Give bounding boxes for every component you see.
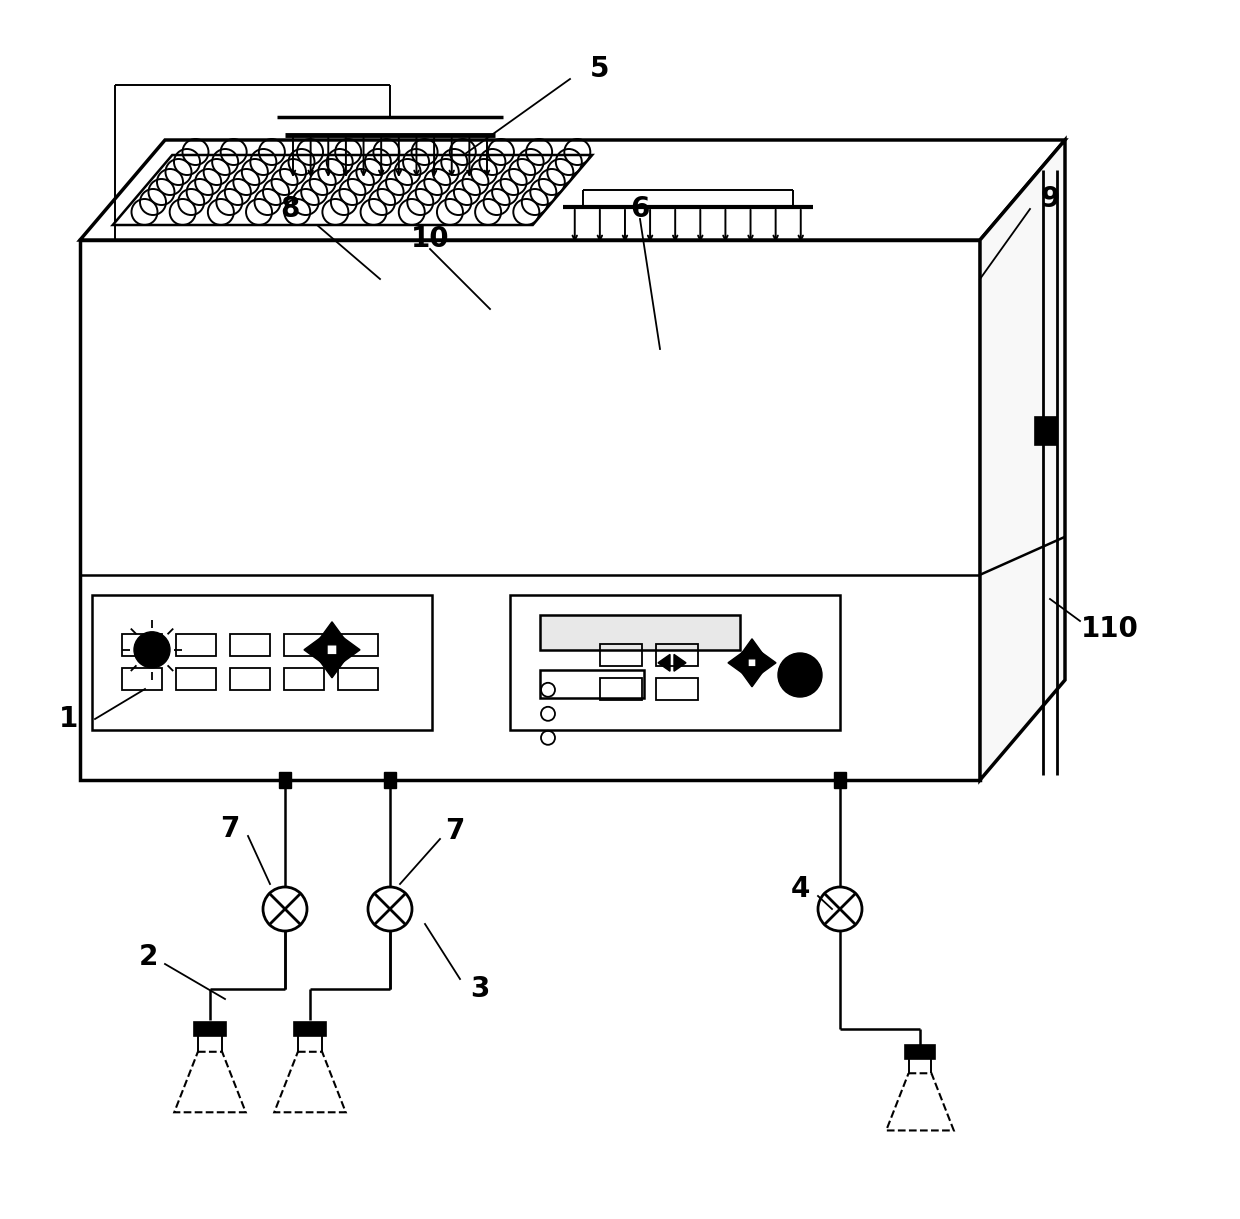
Text: 6: 6 — [630, 195, 650, 223]
Bar — [539, 614, 740, 650]
Bar — [122, 668, 162, 690]
Text: 4: 4 — [790, 875, 810, 903]
Bar — [122, 634, 162, 656]
Bar — [92, 595, 432, 730]
Text: 9: 9 — [1040, 185, 1060, 213]
Polygon shape — [980, 140, 1065, 780]
Circle shape — [134, 631, 170, 668]
Polygon shape — [738, 639, 766, 658]
Text: 10: 10 — [410, 226, 449, 254]
Text: 110: 110 — [1081, 616, 1138, 642]
Bar — [176, 668, 216, 690]
Polygon shape — [337, 633, 360, 667]
Polygon shape — [81, 140, 1065, 240]
Polygon shape — [658, 655, 670, 672]
Bar — [600, 678, 642, 700]
Bar — [600, 644, 642, 666]
Bar — [229, 668, 270, 690]
Bar — [229, 634, 270, 656]
Bar — [1035, 417, 1056, 445]
Bar — [193, 1023, 226, 1036]
Polygon shape — [304, 633, 327, 667]
Bar — [294, 1023, 326, 1036]
Polygon shape — [315, 655, 348, 678]
Bar — [176, 634, 216, 656]
Text: 3: 3 — [470, 975, 490, 1003]
Polygon shape — [738, 667, 766, 686]
Bar — [339, 634, 378, 656]
Text: 2: 2 — [139, 944, 157, 972]
Bar — [656, 678, 698, 700]
Bar — [539, 669, 644, 697]
Polygon shape — [113, 155, 593, 226]
Polygon shape — [728, 649, 748, 678]
Bar — [284, 634, 324, 656]
Bar — [279, 772, 291, 787]
Circle shape — [777, 653, 822, 697]
Polygon shape — [315, 622, 348, 645]
Text: 1: 1 — [58, 705, 78, 733]
Bar — [656, 644, 698, 666]
Text: 7: 7 — [221, 816, 239, 844]
Text: 8: 8 — [280, 195, 300, 223]
Text: 7: 7 — [445, 817, 465, 845]
Bar — [904, 1045, 935, 1058]
Text: 5: 5 — [590, 55, 610, 83]
Polygon shape — [756, 649, 776, 678]
Bar — [284, 668, 324, 690]
Bar — [384, 772, 396, 787]
Bar — [339, 668, 378, 690]
Bar — [81, 240, 980, 780]
Bar — [510, 595, 839, 730]
Bar — [835, 772, 846, 787]
Polygon shape — [675, 655, 686, 672]
